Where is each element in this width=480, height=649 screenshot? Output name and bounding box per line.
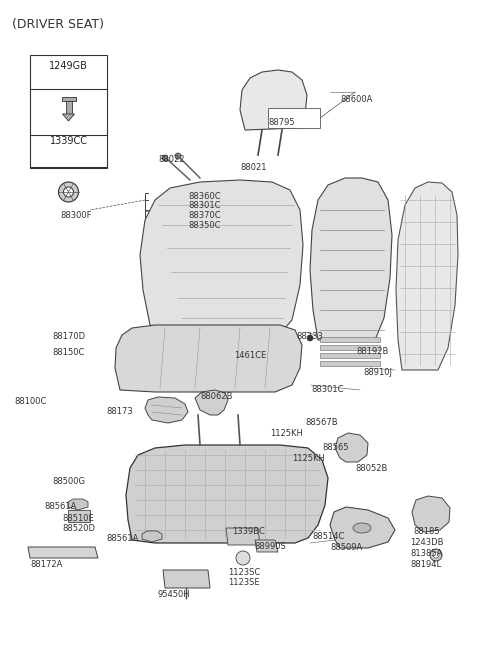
Polygon shape <box>255 540 278 552</box>
Polygon shape <box>226 528 260 545</box>
Circle shape <box>433 552 439 558</box>
Circle shape <box>162 155 168 161</box>
Polygon shape <box>145 397 188 423</box>
Polygon shape <box>320 361 380 366</box>
Text: 88052B: 88052B <box>355 464 387 473</box>
Text: 88510E: 88510E <box>62 514 94 523</box>
Polygon shape <box>68 510 90 522</box>
Circle shape <box>430 549 442 561</box>
Polygon shape <box>335 433 368 462</box>
Circle shape <box>236 551 250 565</box>
Polygon shape <box>65 101 72 114</box>
Text: 88990S: 88990S <box>254 542 286 551</box>
Text: 88300F: 88300F <box>60 211 92 220</box>
Polygon shape <box>330 507 395 548</box>
Polygon shape <box>320 345 380 350</box>
Polygon shape <box>61 97 75 101</box>
Text: 88565: 88565 <box>322 443 348 452</box>
Text: 1123SC: 1123SC <box>228 568 260 577</box>
Circle shape <box>63 187 73 197</box>
Text: 88185: 88185 <box>413 527 440 536</box>
Text: 1125KH: 1125KH <box>270 429 303 438</box>
Polygon shape <box>268 108 320 128</box>
Text: 1123SE: 1123SE <box>228 578 260 587</box>
Text: 88520D: 88520D <box>62 524 95 533</box>
Text: 88021: 88021 <box>240 163 266 172</box>
Polygon shape <box>126 445 328 543</box>
Polygon shape <box>320 353 380 358</box>
Text: 88600A: 88600A <box>340 95 372 104</box>
Text: 88500G: 88500G <box>52 477 85 486</box>
Text: 88333: 88333 <box>296 332 323 341</box>
Circle shape <box>307 335 313 341</box>
Text: 88170D: 88170D <box>52 332 85 341</box>
Text: 88173: 88173 <box>106 407 133 416</box>
Text: 1461CE: 1461CE <box>234 351 266 360</box>
Text: (DRIVER SEAT): (DRIVER SEAT) <box>12 18 104 31</box>
Text: 1243DB: 1243DB <box>410 538 444 547</box>
Text: 95450H: 95450H <box>157 590 190 599</box>
Polygon shape <box>140 180 303 328</box>
Text: 88561A: 88561A <box>44 502 76 511</box>
Text: 88370C: 88370C <box>188 211 221 220</box>
Text: 88509A: 88509A <box>330 543 362 552</box>
Text: 88022: 88022 <box>158 155 184 164</box>
Text: 88150C: 88150C <box>52 348 84 357</box>
Ellipse shape <box>353 523 371 533</box>
Polygon shape <box>115 325 302 392</box>
Text: 88194L: 88194L <box>410 560 441 569</box>
Text: 88301C: 88301C <box>311 385 344 394</box>
Polygon shape <box>30 55 107 168</box>
Polygon shape <box>310 178 392 340</box>
Polygon shape <box>320 337 380 342</box>
Text: 88100C: 88100C <box>14 397 47 406</box>
Text: 88567B: 88567B <box>305 418 337 427</box>
Text: 88561A: 88561A <box>106 534 138 543</box>
Polygon shape <box>195 390 228 415</box>
Text: 88172A: 88172A <box>30 560 62 569</box>
Text: 88360C: 88360C <box>188 192 221 201</box>
Text: 88062B: 88062B <box>200 392 232 401</box>
Polygon shape <box>68 499 88 510</box>
Polygon shape <box>62 114 74 121</box>
Text: 1249GB: 1249GB <box>49 61 88 71</box>
Text: 81385A: 81385A <box>410 549 443 558</box>
Text: 88301C: 88301C <box>188 201 220 210</box>
Polygon shape <box>396 182 458 370</box>
Circle shape <box>59 182 79 202</box>
Circle shape <box>175 153 181 159</box>
Polygon shape <box>163 570 210 588</box>
Polygon shape <box>412 496 450 532</box>
Text: 88514C: 88514C <box>312 532 344 541</box>
Text: 88910J: 88910J <box>363 368 392 377</box>
Text: 1125KH: 1125KH <box>292 454 325 463</box>
Text: 1339BC: 1339BC <box>232 527 265 536</box>
Polygon shape <box>142 531 162 542</box>
Text: 88795: 88795 <box>268 118 295 127</box>
Polygon shape <box>28 547 98 558</box>
Polygon shape <box>240 70 307 130</box>
Text: 1339CC: 1339CC <box>49 136 87 146</box>
Text: 88192B: 88192B <box>356 347 388 356</box>
Text: 88350C: 88350C <box>188 221 220 230</box>
